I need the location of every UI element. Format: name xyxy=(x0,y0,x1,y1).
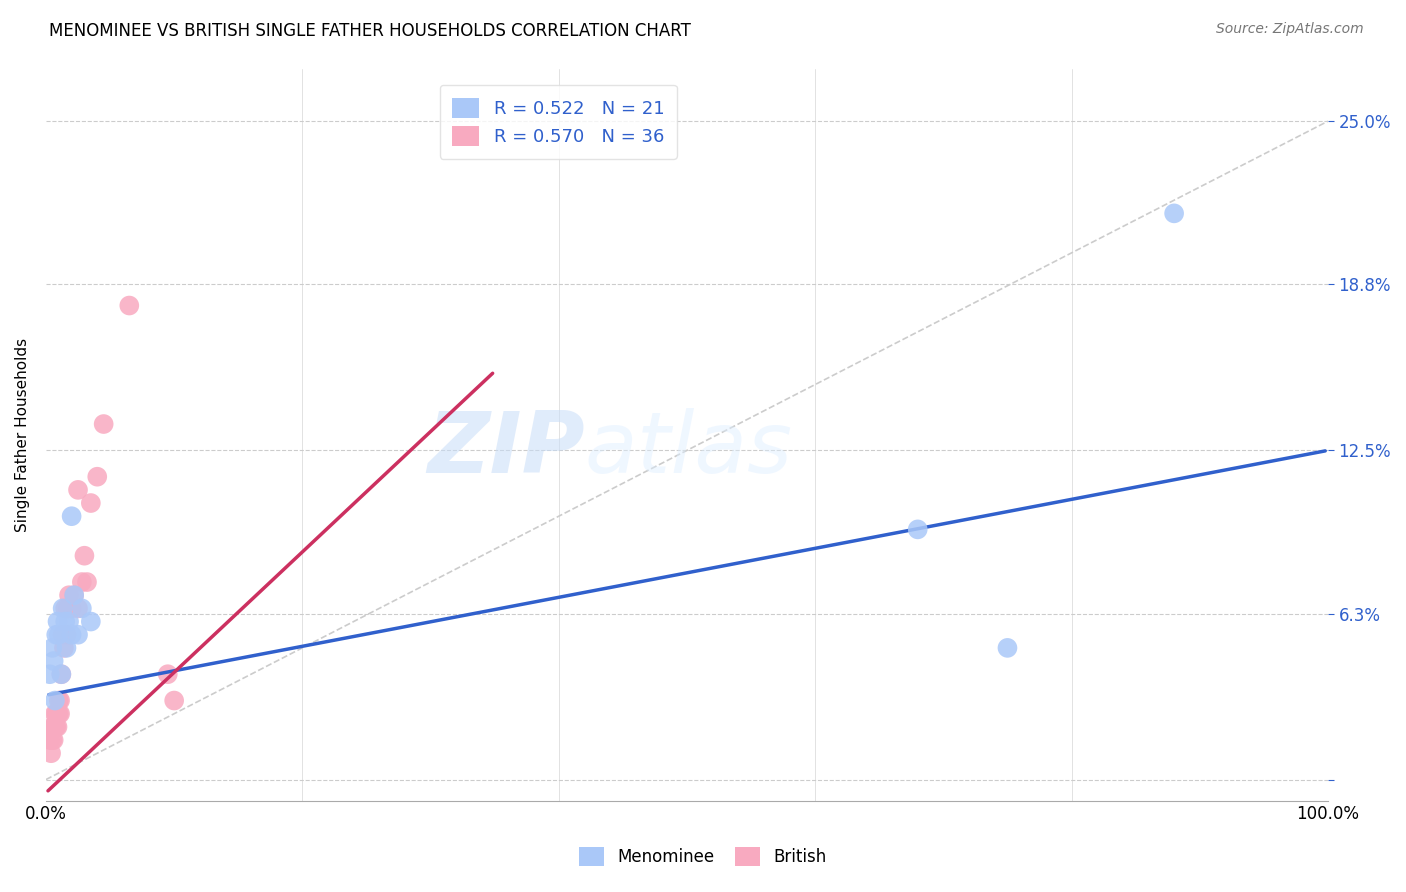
Point xyxy=(52,640,75,655)
Point xyxy=(63,588,86,602)
Text: MENOMINEE VS BRITISH SINGLE FATHER HOUSEHOLDS CORRELATION CHART: MENOMINEE VS BRITISH SINGLE FATHER HOUSE… xyxy=(49,22,692,40)
Text: Source: ZipAtlas.com: Source: ZipAtlas.com xyxy=(1216,22,1364,37)
Point xyxy=(49,706,72,721)
Point xyxy=(51,667,73,681)
Point xyxy=(44,693,66,707)
Point xyxy=(52,628,75,642)
Point xyxy=(39,746,62,760)
Point xyxy=(48,693,70,707)
Point xyxy=(52,601,75,615)
Point xyxy=(42,733,65,747)
Point xyxy=(56,601,79,615)
Point xyxy=(53,615,76,629)
Point xyxy=(60,509,83,524)
Text: atlas: atlas xyxy=(585,408,793,491)
Point xyxy=(48,706,70,721)
Point xyxy=(66,628,89,642)
Point xyxy=(66,601,89,615)
Point xyxy=(46,706,69,721)
Point xyxy=(42,720,65,734)
Legend: Menominee, British: Menominee, British xyxy=(572,840,834,873)
Point xyxy=(41,640,63,655)
Point xyxy=(44,706,66,721)
Point xyxy=(41,733,63,747)
Point xyxy=(118,299,141,313)
Point xyxy=(907,522,929,536)
Point xyxy=(70,575,93,590)
Point xyxy=(63,588,86,602)
Point xyxy=(42,654,65,668)
Point xyxy=(41,720,63,734)
Point xyxy=(60,628,83,642)
Point xyxy=(58,615,80,629)
Point xyxy=(38,733,60,747)
Point xyxy=(70,601,93,615)
Point xyxy=(156,667,179,681)
Point xyxy=(76,575,98,590)
Text: ZIP: ZIP xyxy=(427,408,585,491)
Point xyxy=(45,720,67,734)
Point xyxy=(44,720,66,734)
Point xyxy=(997,640,1019,655)
Point xyxy=(163,693,186,707)
Point xyxy=(46,615,69,629)
Point xyxy=(93,417,115,431)
Point xyxy=(66,483,89,497)
Point xyxy=(1163,206,1185,220)
Point xyxy=(58,588,80,602)
Point xyxy=(46,720,69,734)
Point xyxy=(49,693,72,707)
Point xyxy=(60,601,83,615)
Point xyxy=(86,469,108,483)
Point xyxy=(45,706,67,721)
Legend: R = 0.522   N = 21, R = 0.570   N = 36: R = 0.522 N = 21, R = 0.570 N = 36 xyxy=(440,85,678,159)
Point xyxy=(55,628,77,642)
Point xyxy=(55,640,77,655)
Point xyxy=(45,628,67,642)
Point xyxy=(48,628,70,642)
Point xyxy=(73,549,96,563)
Point xyxy=(51,667,73,681)
Point xyxy=(38,667,60,681)
Point xyxy=(80,615,103,629)
Point xyxy=(80,496,103,510)
Point xyxy=(53,601,76,615)
Y-axis label: Single Father Households: Single Father Households xyxy=(15,337,30,532)
